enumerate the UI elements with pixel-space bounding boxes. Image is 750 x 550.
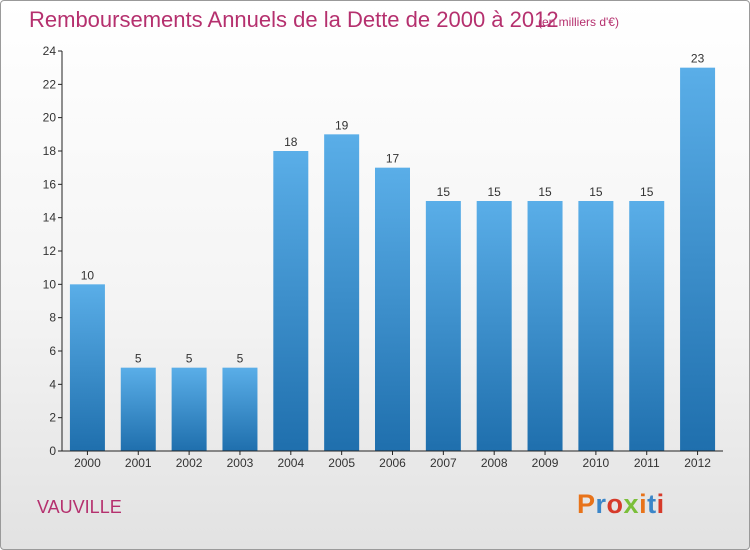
bar [425,201,461,451]
data-label: 5 [237,352,244,366]
bar [629,201,665,451]
proxiti-logo: Proxiti [577,489,665,520]
bars: 10 5 5 5 18 19 17 15 15 15 15 15 23 [69,52,716,452]
bar [69,284,105,451]
chart-title: Remboursements Annuels de la Dette de 20… [29,7,559,32]
data-label: 15 [437,185,451,199]
bar [120,367,156,451]
x-tick-label: 2009 [532,456,559,470]
commune-name: VAUVILLE [37,497,122,517]
bar [527,201,563,451]
y-tick-label: 22 [43,77,57,91]
x-tick-label: 2008 [481,456,508,470]
y-tick-label: 12 [43,244,57,258]
x-tick-label: 2003 [227,456,254,470]
bar [171,367,207,451]
y-tick-label: 8 [49,311,56,325]
chart-unit: (en milliers d'€) [538,15,619,29]
x-tick-label: 2010 [583,456,610,470]
x-tick-label: 2004 [277,456,304,470]
bar [324,134,360,452]
x-tick-label: 2005 [328,456,355,470]
logo-letter: t [647,489,657,519]
bar [680,67,716,452]
x-axis: 2000 2001 2002 2003 2004 2005 2006 2007 2008 2009… [62,450,723,470]
bar [222,367,258,451]
y-tick-label: 16 [43,177,57,191]
data-label: 23 [691,52,705,66]
bar [273,151,309,451]
y-tick-label: 24 [43,44,57,58]
logo-letter: o [606,489,624,519]
y-tick-label: 6 [49,344,56,358]
data-label: 15 [488,185,502,199]
data-label: 5 [186,352,193,366]
logo-letter: i [656,489,665,519]
y-tick-label: 18 [43,144,57,158]
data-label: 17 [386,152,400,166]
data-label: 15 [538,185,552,199]
data-label: 15 [589,185,603,199]
y-tick-label: 20 [43,111,57,125]
bar [375,167,410,451]
logo-letter: i [639,489,648,519]
data-label: 19 [335,118,349,132]
data-label: 15 [640,185,654,199]
data-label: 10 [81,268,95,282]
x-tick-label: 2000 [74,456,101,470]
x-tick-label: 2007 [430,456,457,470]
bar [476,201,512,451]
bar [578,201,614,451]
y-tick-label: 2 [49,411,56,425]
logo-letter: P [577,489,596,519]
y-tick-label: 10 [43,277,57,291]
y-tick-label: 4 [49,377,56,391]
y-tick-label: 0 [49,444,56,458]
data-label: 5 [135,352,142,366]
x-tick-label: 2001 [125,456,152,470]
x-tick-label: 2002 [176,456,203,470]
logo-letter: r [595,489,607,519]
y-tick-label: 14 [43,211,57,225]
x-tick-label: 2011 [634,456,660,470]
x-tick-label: 2012 [684,456,711,470]
x-tick-label: 2006 [379,456,406,470]
data-label: 18 [284,135,298,149]
logo-letter: x [623,489,640,519]
